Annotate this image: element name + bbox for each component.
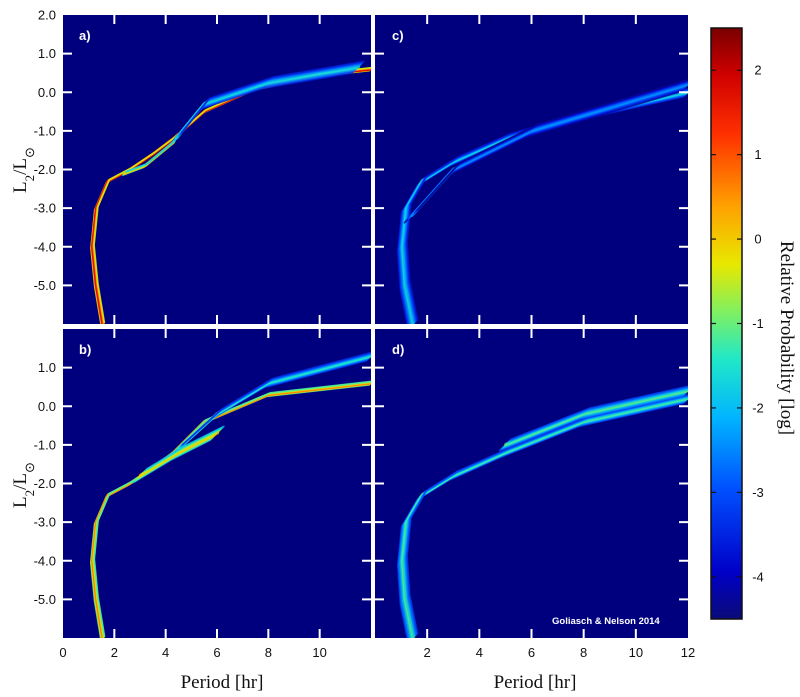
- track-line: [146, 425, 225, 470]
- track-line: [182, 351, 371, 445]
- panel-label-b: b): [79, 342, 91, 357]
- panel-c-background: [375, 15, 688, 324]
- x-tick-label: 2: [424, 645, 431, 660]
- panel-group: [63, 15, 688, 638]
- x-tick-label: 6: [213, 645, 220, 660]
- x-tick-label: 10: [629, 645, 643, 660]
- colorbar-tick-label: 1: [754, 147, 761, 162]
- colorbar-tick-label: -4: [752, 569, 764, 584]
- x-axis-title-right: Period [hr]: [494, 672, 577, 693]
- y-tick-label: -5.0: [34, 592, 56, 607]
- colorbar-tick-label: 2: [754, 63, 761, 78]
- y-axis-title-bottom: L2/L⊙: [10, 462, 37, 508]
- panel-b-tracks: [89, 351, 371, 638]
- credit-text: Goliasch & Nelson 2014: [552, 616, 660, 627]
- y-tick-label: 0.0: [38, 85, 56, 100]
- x-axis-title-left: Period [hr]: [181, 672, 264, 693]
- tick-marks: [63, 15, 688, 638]
- y-tick-label: -3.0: [34, 515, 56, 530]
- panel-label-c: c): [392, 28, 404, 43]
- x-tick-label: 4: [476, 645, 483, 660]
- y-axis-title-top: L2/L⊙: [10, 147, 37, 193]
- y-tick-label: -1.0: [34, 437, 56, 452]
- panel-d-background: [375, 329, 688, 638]
- track-line: [406, 394, 688, 635]
- x-tick-label: 10: [312, 645, 326, 660]
- panel-c-tracks: [396, 78, 688, 324]
- x-tick-label: 12: [681, 645, 695, 660]
- tick-labels: 2.0 1.0 0.0 -1.0 -2.0 -3.0 -4.0 -5.0 1.0 0.0 -1.0 -…: [34, 8, 696, 661]
- track-line: [93, 380, 371, 637]
- y-tick-label: 2.0: [38, 8, 56, 23]
- y-tick-label: 0.0: [38, 399, 56, 414]
- colorbar-tick-label: -3: [752, 485, 764, 500]
- track-line: [510, 385, 688, 440]
- y-tick-label: -1.0: [34, 123, 56, 138]
- y-tick-label: -5.0: [34, 278, 56, 293]
- colorbar-ticks: 2 1 0 -1 -2 -3 -4: [711, 63, 764, 584]
- panel-a-tracks: [90, 60, 371, 324]
- x-tick-label: 6: [528, 645, 535, 660]
- x-tick-label: 8: [265, 645, 272, 660]
- y-tick-label: -2.0: [34, 162, 56, 177]
- panel-a-background: [63, 15, 371, 324]
- colorbar-title: Relative Probability [log]: [776, 241, 797, 435]
- x-tick-label: 0: [59, 645, 66, 660]
- colorbar-tick-label: -1: [752, 316, 764, 331]
- panel-d-tracks: [396, 385, 688, 638]
- panel-b-background: [63, 329, 371, 638]
- colorbar-tick-label: -2: [752, 400, 764, 415]
- track-line: [125, 139, 176, 173]
- track-line: [180, 60, 365, 134]
- panel-label-d: d): [392, 342, 404, 357]
- x-tick-label: 4: [162, 645, 169, 660]
- y-tick-label: 1.0: [38, 46, 56, 61]
- heatmap-tracks: [89, 60, 688, 638]
- track-line: [417, 78, 688, 210]
- y-tick-label: -2.0: [34, 476, 56, 491]
- x-tick-label: 2: [111, 645, 118, 660]
- panel-label-a: a): [79, 28, 91, 43]
- x-tick-label: 8: [580, 645, 587, 660]
- y-tick-label: -4.0: [34, 553, 56, 568]
- y-tick-label: -4.0: [34, 239, 56, 254]
- colorbar-tick-label: 0: [754, 232, 761, 247]
- y-tick-label: 1.0: [38, 360, 56, 375]
- y-tick-label: -3.0: [34, 201, 56, 216]
